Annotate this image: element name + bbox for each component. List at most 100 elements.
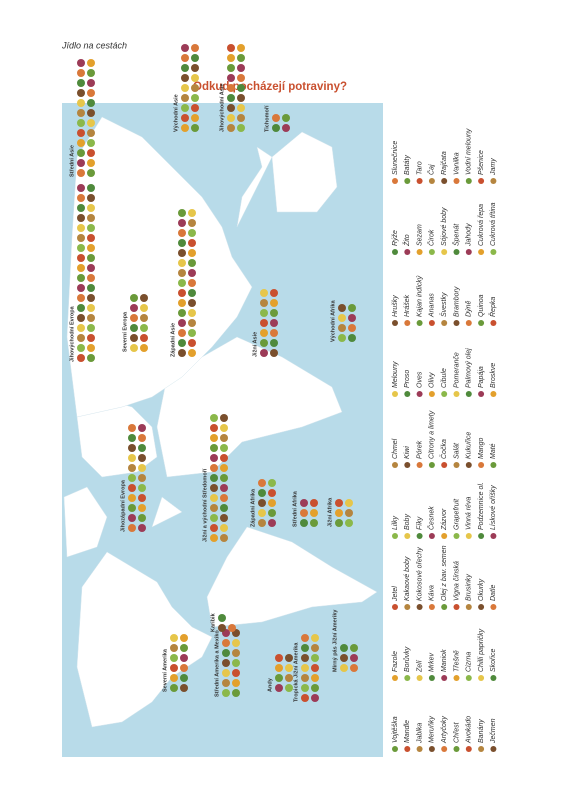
legend-icon: [392, 178, 398, 184]
header-title: Jídlo na cestách: [61, 40, 127, 50]
food-icon: [178, 209, 186, 217]
legend-icon: [416, 249, 423, 255]
legend-item: Chmel: [392, 438, 399, 459]
food-icon: [130, 314, 138, 322]
legend-icon: [441, 604, 448, 610]
legend-item: Jablka: [416, 723, 423, 744]
legend-icon: [428, 604, 435, 610]
food-icon: [270, 299, 278, 307]
legend-item: Avokádo: [466, 716, 473, 744]
food-icon: [220, 494, 228, 502]
food-icon: [275, 654, 283, 662]
food-icon: [140, 334, 148, 342]
food-icon: [348, 324, 356, 332]
region-label: Západní Asie: [170, 323, 176, 357]
legend-icon: [392, 462, 398, 468]
food-icon: [87, 159, 95, 167]
legend-item: Lilky: [392, 515, 399, 530]
food-icon: [222, 689, 230, 697]
food-icon: [138, 524, 146, 532]
legend-icon: [465, 249, 472, 255]
food-icon: [87, 89, 95, 97]
food-icon: [300, 519, 308, 527]
legend-icon: [441, 746, 448, 752]
region-label: Jižní a východní Středomoří: [202, 468, 208, 542]
legend-item: Olivy: [429, 372, 436, 388]
legend-icon: [416, 391, 423, 397]
legend-item: Datle: [490, 585, 497, 601]
food-icon: [87, 334, 95, 342]
food-icon: [77, 274, 85, 282]
food-icon: [285, 664, 293, 672]
food-icon: [87, 59, 95, 67]
legend-icon: [392, 249, 398, 255]
food-icon: [87, 139, 95, 147]
food-icon: [181, 84, 189, 92]
food-icon: [87, 234, 95, 242]
legend-item: Česnek: [427, 506, 436, 530]
legend-icon: [465, 746, 472, 752]
food-icon: [311, 674, 319, 682]
food-icon: [138, 454, 146, 462]
region-label: Severní Amerika: [162, 648, 168, 692]
food-icon: [77, 119, 85, 127]
legend-item: Zázvor: [441, 508, 448, 531]
food-icon: [128, 504, 136, 512]
food-icon: [178, 319, 186, 327]
food-icon: [210, 434, 218, 442]
food-icon: [222, 649, 230, 657]
food-icon: [178, 259, 186, 267]
food-icon: [258, 509, 266, 517]
food-icon: [188, 269, 196, 277]
legend-item: Jamy: [490, 158, 497, 176]
food-icon: [220, 474, 228, 482]
food-icon: [310, 519, 318, 527]
food-icon: [237, 94, 245, 102]
food-icon: [178, 279, 186, 287]
legend-item: Fíky: [416, 516, 423, 530]
legend-icon: [478, 391, 485, 397]
food-icon: [178, 309, 186, 317]
food-icon: [138, 444, 146, 452]
food-icon: [285, 654, 293, 662]
food-icon: [210, 444, 218, 452]
legend-item: Ječmen: [490, 718, 497, 744]
food-icon: [87, 244, 95, 252]
region-label: Mírný pás Jižní Ameriky: [332, 609, 338, 672]
food-icon: [311, 634, 319, 642]
food-icon: [77, 264, 85, 272]
food-icon: [220, 444, 228, 452]
region-label: Střední Asie: [69, 145, 75, 177]
food-icon: [87, 294, 95, 302]
food-icon: [227, 124, 235, 132]
food-icon: [128, 444, 136, 452]
food-icon: [210, 514, 218, 522]
legend-item: Ananas: [429, 293, 436, 318]
food-icon: [87, 314, 95, 322]
legend-item: Kiwi: [404, 446, 411, 459]
legend-item: Kokosové ořechy: [416, 547, 423, 601]
food-icon: [178, 229, 186, 237]
food-icon: [210, 524, 218, 532]
legend-icon: [453, 675, 460, 681]
legend-icon: [404, 391, 411, 397]
food-icon: [232, 679, 240, 687]
food-icon: [77, 204, 85, 212]
food-icon: [77, 69, 85, 77]
food-icon: [77, 254, 85, 262]
food-icon: [311, 664, 319, 672]
legend-icon: [392, 391, 398, 397]
food-icon: [220, 524, 228, 532]
food-icon: [140, 304, 148, 312]
legend-icon: [392, 746, 398, 752]
food-icon: [77, 344, 85, 352]
legend-item: Fazole: [392, 651, 399, 672]
region-label: Východní Asie: [173, 94, 179, 132]
food-icon: [77, 89, 85, 97]
food-icon: [268, 489, 276, 497]
food-icon: [180, 664, 188, 672]
food-icon: [275, 684, 283, 692]
legend-item: Kukuřice: [466, 432, 473, 459]
food-icon: [350, 654, 358, 662]
legend-icon: [441, 675, 448, 681]
